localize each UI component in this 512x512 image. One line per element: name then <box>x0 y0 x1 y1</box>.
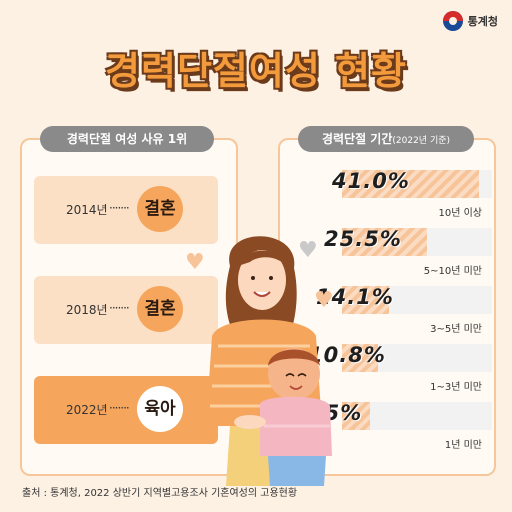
page-title: 경력단절여성 현황 <box>105 49 407 93</box>
reason-panel-tab: 경력단절 여성 사유 1위 <box>40 126 214 152</box>
leader-dots: ······· <box>109 401 130 415</box>
reason-badge: 육아 <box>137 386 183 432</box>
bar-track <box>342 344 492 372</box>
heart-icon: ♥ <box>185 250 205 275</box>
bar-category-label: 1~3년 미만 <box>430 382 482 393</box>
leader-dots: ······· <box>109 201 130 215</box>
bar-value-label: 25.5% <box>324 227 402 251</box>
bar-value-label: 41.0% <box>332 169 410 193</box>
bar-value-label: 14.1% <box>316 285 394 309</box>
bar <box>342 402 370 430</box>
year-label: 2014년 <box>66 203 108 217</box>
bar-track <box>342 170 492 198</box>
mother-and-child-illustration <box>206 236 332 486</box>
heart-icon: ♥ <box>314 288 334 313</box>
year-card-2022: 2022년 ······· 육아 <box>34 376 218 444</box>
year-card-2018: 2018년 ······· 결혼 <box>34 276 218 344</box>
reason-badge: 결혼 <box>137 186 183 232</box>
logo-text: 통계청 <box>467 15 498 28</box>
bar-value-label: 10.8% <box>308 343 386 367</box>
year-card-2014: 2014년 ······· 결혼 <box>34 176 218 244</box>
duration-tab-note: (2022년 기준) <box>392 136 451 146</box>
bar-track <box>342 228 492 256</box>
leader-dots: ······· <box>109 301 130 315</box>
bar-category-label: 5~10년 미만 <box>423 266 482 277</box>
bar-category-label: 1년 미만 <box>444 440 482 451</box>
duration-panel-tab: 경력단절 기간(2022년 기준) <box>298 126 474 152</box>
bar-track <box>342 402 492 430</box>
year-label: 2018년 <box>66 303 108 317</box>
taegeuk-icon <box>442 11 463 31</box>
bar <box>342 286 389 314</box>
bar-category-label: 10년 이상 <box>438 208 482 219</box>
duration-tab-label: 경력단절 기간 <box>321 132 393 146</box>
agency-logo: 통계청 <box>442 8 498 34</box>
bar <box>342 170 479 198</box>
bar-category-label: 3~5년 미만 <box>430 324 482 335</box>
reason-badge: 결혼 <box>137 286 183 332</box>
bar-track <box>342 286 492 314</box>
bar <box>342 344 378 372</box>
bar <box>342 228 427 256</box>
year-label: 2022년 <box>66 403 108 417</box>
source-note: 출처 : 통계청, 2022 상반기 지역별고용조사 기혼여성의 고용현황 <box>22 488 298 499</box>
heart-icon: ♥ <box>298 238 318 263</box>
